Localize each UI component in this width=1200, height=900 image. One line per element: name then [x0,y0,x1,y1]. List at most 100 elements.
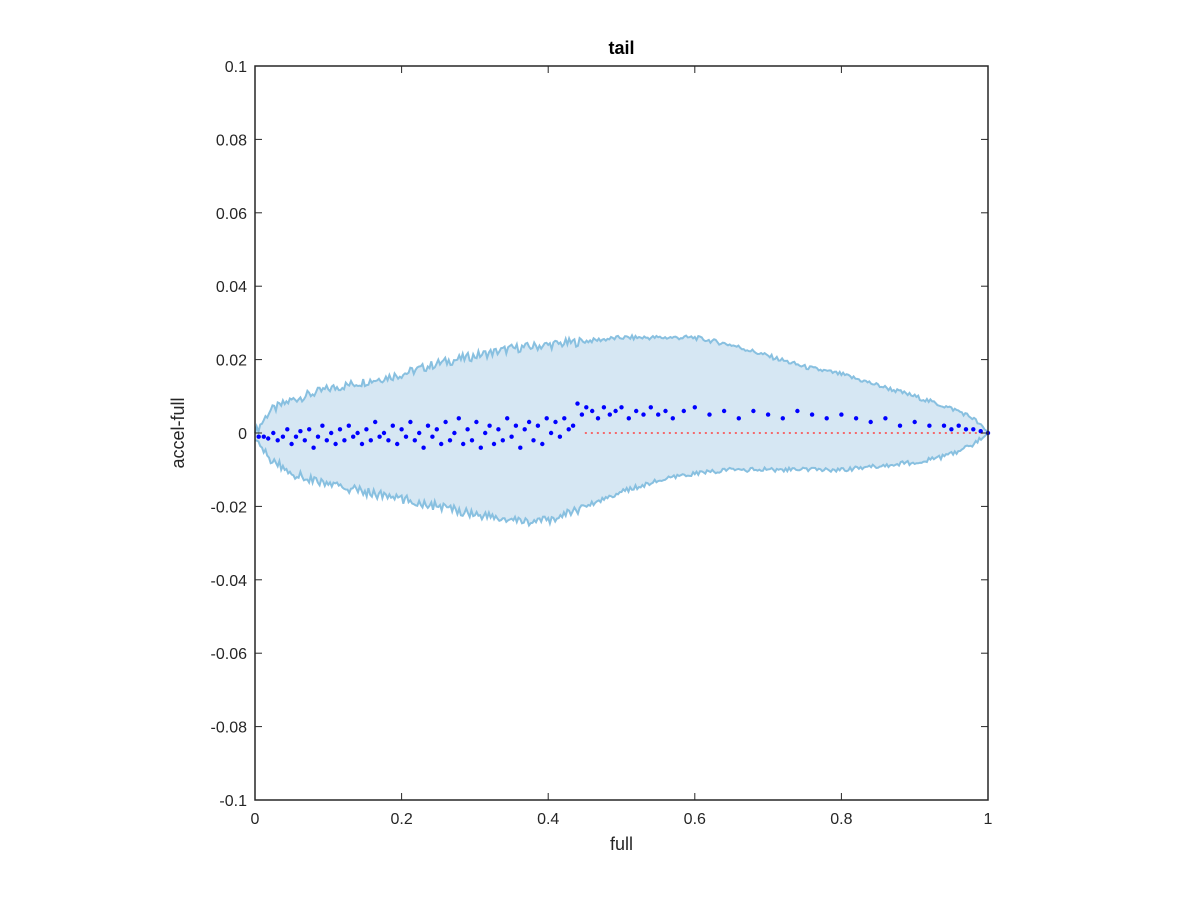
data-point [359,441,365,447]
data-point [425,423,431,428]
data-point [648,405,653,410]
data-point [707,412,712,417]
x-tick-label: 0.2 [390,811,412,828]
data-point [386,438,391,443]
data-point [590,408,595,414]
data-point [795,408,800,414]
data-point [320,423,325,428]
data-point [595,416,601,421]
data-point [526,419,532,425]
data-point [575,401,580,406]
y-tick-label: 0.02 [216,353,247,370]
band-upper-edge [254,333,989,436]
x-axis-ticks: 0 0.2 0.4 0.6 0.8 1 [251,66,993,828]
data-point [531,438,536,443]
data-point [544,416,549,421]
y-axis-label: accel-full [168,397,188,468]
data-point [390,423,395,428]
data-point [663,408,668,414]
data-point [256,434,261,439]
data-point [839,412,844,417]
data-point [853,416,859,421]
data-point [513,423,519,428]
data-point [570,423,576,428]
data-point [333,441,338,447]
data-point [692,405,697,410]
data-point [447,438,453,443]
data-point [566,427,571,432]
scatter-points [256,401,991,450]
confidence-band [254,333,989,528]
data-point [266,436,271,441]
data-point [439,441,444,447]
data-point [681,408,686,414]
data-point [289,441,294,447]
data-point [535,423,541,428]
data-point [721,408,727,414]
y-axis-ticks: 0.1 0.08 0.06 0.04 0.02 0 -0.02 -0.04 -0.06 -0.08… [211,59,988,810]
data-point [487,423,492,428]
x-tick-label: 1 [984,811,993,828]
band-fill [255,335,988,526]
data-point [927,423,932,428]
data-point [613,408,618,414]
data-point [403,434,409,439]
data-point [557,434,563,439]
data-point [956,423,961,428]
data-point [824,416,829,421]
data-point [364,427,369,432]
data-point [496,427,501,432]
data-point [522,427,527,432]
data-point [634,408,639,414]
y-tick-label: 0.08 [216,132,247,149]
data-point [978,429,983,434]
data-point [275,438,280,443]
x-tick-label: 0 [251,811,260,828]
data-point [461,441,466,447]
data-point [941,423,947,428]
y-tick-label: -0.04 [211,573,248,590]
data-point [736,416,741,421]
data-point [584,405,589,410]
band-lower-edge [254,432,989,528]
y-tick-label: -0.06 [211,646,248,663]
data-point [417,430,422,436]
data-point [751,408,756,414]
x-tick-label: 0.4 [537,811,559,828]
data-point [548,430,554,436]
data-point [298,429,303,434]
data-point [465,427,470,432]
data-point [963,427,969,432]
data-point [897,423,903,428]
x-tick-label: 0.6 [684,811,706,828]
data-point [421,445,426,450]
data-point [395,441,400,447]
data-point [971,427,976,432]
data-point [607,412,612,417]
data-point [302,438,307,443]
data-point [474,419,479,425]
data-point [355,430,360,436]
data-point [491,441,497,447]
data-point [408,419,413,425]
data-point [280,434,286,439]
x-tick-label: 0.8 [830,811,852,828]
data-point [412,438,417,443]
data-point [562,416,567,421]
data-point [271,430,276,436]
y-tick-label: 0.04 [216,279,247,296]
data-point [809,412,815,417]
data-point [641,412,646,417]
x-axis-label: full [610,834,633,854]
data-point [469,438,475,443]
data-point [601,405,607,410]
data-point [505,416,510,421]
data-point [500,438,505,443]
data-point [912,419,917,425]
data-point [346,423,351,428]
data-point [949,427,954,432]
data-point [478,445,483,450]
data-point [377,434,382,439]
data-point [883,416,888,421]
